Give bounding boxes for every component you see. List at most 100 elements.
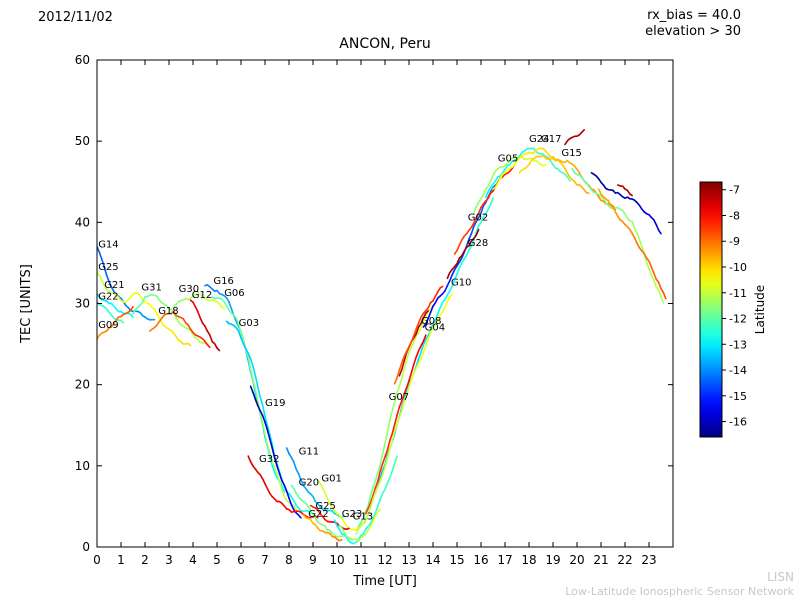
satellite-trace-G31-5	[132, 293, 211, 349]
x-tick-label: 14	[425, 553, 440, 567]
trace-label-G28: G28	[468, 238, 488, 249]
trace-label-G19: G19	[265, 398, 285, 409]
satellite-trace-G09-4	[97, 305, 134, 341]
satellite-trace-G29-36	[590, 172, 662, 235]
satellite-trace-G23-19	[333, 455, 398, 545]
colorbar-tick-label: -13	[729, 338, 747, 351]
x-axis-label: Time [UT]	[352, 574, 417, 589]
x-tick-label: 0	[93, 553, 101, 567]
colorbar: -7 -8 -9 -10 -11 -12 -13 -14 -15 -16 Latitude	[699, 181, 767, 438]
satellite-trace-G01-16	[316, 479, 367, 531]
satellite-trace-G18-6	[149, 310, 211, 349]
trace-label-G14: G14	[98, 239, 118, 250]
trace-label-G20: G20	[299, 477, 319, 488]
trace-label-G06: G06	[224, 288, 244, 299]
y-tick-label: 0	[82, 540, 90, 554]
satellite-trace-G27-34	[564, 129, 586, 146]
satellite-trace-G31-24	[355, 293, 454, 535]
satellite-trace-G09-23	[364, 334, 427, 515]
trace-label-G32: G32	[259, 454, 279, 465]
lisn-watermark: LISN	[767, 570, 794, 584]
colorbar-tick-label: -16	[729, 416, 747, 429]
x-tick-label: 2	[141, 553, 149, 567]
plot-settings: rx_bias = 40.0 elevation > 30	[645, 8, 741, 39]
x-tick-label: 8	[285, 553, 293, 567]
x-tick-label: 1	[117, 553, 125, 567]
lisn-full-name: Low-Latitude Ionospheric Sensor Network	[565, 585, 794, 598]
colorbar-tick-label: -10	[729, 261, 747, 274]
x-tick-label: 23	[641, 553, 656, 567]
colorbar-tick-label: -15	[729, 390, 747, 403]
trace-label-G31: G31	[141, 283, 161, 294]
trace-label-G18: G18	[158, 306, 178, 317]
x-tick-label: 6	[237, 553, 245, 567]
y-axis-label: TEC [UNITS]	[19, 264, 34, 344]
trace-label-G04: G04	[425, 322, 445, 333]
trace-label-G12: G12	[192, 290, 212, 301]
satellite-trace-G22-3	[97, 301, 125, 324]
trace-label-G22: G22	[308, 509, 328, 520]
x-tick-label: 5	[213, 553, 221, 567]
trace-label-G15: G15	[561, 148, 581, 159]
trace-label-G24: G24	[529, 134, 549, 145]
colorbar-tick-label: -8	[729, 209, 740, 222]
satellite-trace-G13-20	[338, 508, 382, 543]
trace-label-G10: G10	[451, 278, 471, 289]
y-tick-label: 60	[75, 53, 90, 67]
trace-label-G09: G09	[98, 320, 118, 331]
plot-title: ANCON, Peru	[339, 36, 431, 52]
satellite-trace-G24-31	[484, 147, 571, 198]
trace-label-G13: G13	[353, 511, 373, 522]
satellite-trace-G22-18	[302, 514, 343, 542]
colorbar-label: Latitude	[753, 285, 767, 334]
trace-label-G08: G08	[421, 316, 441, 327]
x-tick-label: 22	[617, 553, 632, 567]
trace-label-G25: G25	[98, 262, 118, 273]
trace-label-G30: G30	[179, 284, 199, 295]
trace-label-G01: G01	[321, 473, 341, 484]
x-tick-label: 9	[309, 553, 317, 567]
satellite-trace-G25-17	[309, 504, 350, 531]
x-tick-label: 20	[569, 553, 584, 567]
trace-label-G03: G03	[239, 318, 259, 329]
satellite-trace-G28-28	[446, 228, 480, 280]
colorbar-tick-label: -14	[729, 364, 747, 377]
y-tick-label: 40	[75, 215, 90, 229]
colorbar-tick-label: -12	[729, 313, 747, 326]
colorbar-tick-label: -7	[729, 184, 740, 197]
trace-label-G25: G25	[315, 501, 335, 512]
satellite-trace-G19-12	[249, 385, 302, 519]
trace-label-G05: G05	[498, 153, 518, 164]
elevation-label: elevation > 30	[645, 23, 741, 39]
colorbar-tick-label: -11	[729, 287, 747, 300]
x-tick-label: 4	[189, 553, 197, 567]
trace-label-G17: G17	[541, 134, 561, 145]
x-tick-label: 3	[165, 553, 173, 567]
x-tick-label: 15	[449, 553, 464, 567]
x-tick-label: 19	[545, 553, 560, 567]
y-tick-label: 10	[75, 459, 90, 473]
satellite-trace-G30-35	[571, 167, 665, 304]
satellite-traces	[97, 129, 667, 545]
satellite-trace-G21-37	[597, 188, 667, 300]
satellite-trace-G10-27	[422, 184, 497, 328]
x-tick-label: 10	[329, 553, 344, 567]
y-tick-label: 20	[75, 378, 90, 392]
satellite-trace-G05-30	[472, 155, 547, 215]
rx-bias-label: rx_bias = 40.0	[647, 8, 741, 23]
trace-label-G21: G21	[104, 280, 124, 291]
trace-label-G23: G23	[342, 509, 362, 520]
trace-label-G02: G02	[468, 213, 488, 224]
x-tick-label: 11	[353, 553, 368, 567]
x-tick-label: 16	[473, 553, 488, 567]
y-tick-label: 50	[75, 134, 90, 148]
satellite-trace-G04-26	[393, 285, 444, 385]
y-tick-label: 30	[75, 297, 90, 311]
trace-label-G22: G22	[98, 291, 118, 302]
trace-labels: G14G25G21G22G09G31G18G30G12G16G06G03G19G…	[98, 134, 582, 522]
date-label: 2012/11/02	[38, 10, 113, 25]
x-tick-label: 21	[593, 553, 608, 567]
x-tick-label: 18	[521, 553, 536, 567]
axes: 0 1 2 3 4 5 6 7 8 9 10 11 12 13 14 15 16 17 18 19 20 21 22 2301…	[19, 53, 674, 589]
